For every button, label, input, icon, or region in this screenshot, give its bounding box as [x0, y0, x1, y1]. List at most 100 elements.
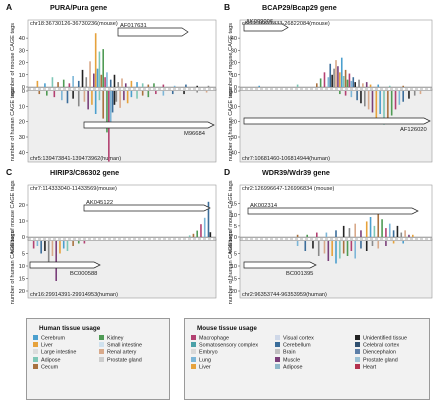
- mouse-bar: [173, 85, 176, 87]
- legend-swatch: [275, 335, 280, 340]
- mouse-bar: [316, 83, 318, 87]
- human-bar: [350, 241, 353, 251]
- mouse-bar: [340, 57, 343, 87]
- human-bar: [123, 91, 125, 101]
- panel-d: D WDR39/Wdr39 gene chr2:126996647-12699683…: [224, 167, 433, 305]
- mouse-bar: [207, 201, 210, 237]
- human-y-axis-label: number of human CAGE tags: [10, 231, 16, 305]
- human-y-axis-label: number of human CAGE tags: [228, 231, 234, 305]
- mouse-bar: [396, 225, 399, 237]
- legend-item: Adipose: [275, 363, 302, 372]
- mouse-legend: Mouse tissue usage Macrophage Somatosenso…: [184, 318, 430, 400]
- human-bar: [66, 91, 69, 104]
- mouse-bar: [402, 85, 404, 87]
- mouse-bar: [89, 61, 91, 87]
- mouse-bar: [316, 232, 318, 237]
- legend-swatch: [191, 363, 196, 369]
- human-bar: [371, 241, 374, 246]
- mouse-bar: [94, 33, 97, 87]
- human-bar: [413, 91, 416, 96]
- human-accession-label: BC001395: [286, 271, 313, 277]
- human-bar: [342, 241, 345, 254]
- mouse-bar: [196, 85, 198, 87]
- legend-label: Macrophage: [199, 335, 229, 342]
- human-bar: [398, 91, 401, 105]
- legend-item: Kidney: [99, 335, 123, 343]
- human-bar: [171, 91, 174, 95]
- mouse-bar: [392, 230, 395, 237]
- mouse-transcript-arrow: [83, 204, 211, 212]
- human-bar: [392, 241, 395, 244]
- human-bar: [38, 91, 41, 95]
- legend-swatch: [33, 335, 38, 340]
- human-bar: [77, 241, 80, 244]
- human-bar: [36, 241, 39, 246]
- mouse-bar: [81, 69, 84, 87]
- mouse-bar: [62, 79, 65, 87]
- mouse-bar: [121, 78, 123, 87]
- human-bar: [44, 241, 46, 251]
- human-bar: [375, 91, 378, 119]
- human-tick-label: 10: [231, 264, 237, 270]
- mouse-coordinate: chr12:26821833-26822084(mouse): [242, 21, 330, 27]
- human-tick-label: 20: [19, 289, 25, 295]
- mouse-y-axis-label: number of mouse CAGE tags: [10, 180, 16, 253]
- mouse-bar: [106, 72, 108, 87]
- human-bar: [47, 241, 50, 264]
- human-bar: [183, 91, 185, 95]
- human-bar: [385, 241, 387, 246]
- legend-label: Renal artery: [107, 349, 137, 356]
- mouse-bar: [85, 77, 88, 87]
- human-bar: [379, 91, 381, 114]
- panel-title: PURA/Pura gene: [50, 3, 107, 12]
- legend-item: Renal artery: [99, 349, 136, 357]
- mouse-bar: [130, 80, 133, 87]
- mouse-bar: [77, 80, 80, 87]
- legend-label: Embryo: [199, 349, 218, 356]
- mouse-bar: [365, 221, 368, 237]
- legend-label: Cerebellum: [283, 342, 311, 349]
- human-bar: [346, 241, 349, 256]
- legend-label: Unidentified tissue: [363, 335, 408, 342]
- human-bar: [59, 241, 61, 254]
- human-bar: [72, 241, 74, 246]
- mouse-bar: [98, 51, 101, 87]
- mouse-bar: [124, 83, 127, 87]
- mouse-coordinate: chr18:36730126-36730236(mouse): [30, 21, 118, 27]
- legend-swatch: [275, 363, 280, 369]
- mouse-bar: [404, 230, 406, 237]
- human-tick-label: 30: [231, 135, 237, 141]
- legend-label: Liver: [199, 364, 211, 371]
- genome-track: [27, 87, 217, 91]
- human-tick-label: 20: [19, 120, 25, 126]
- mouse-bar: [185, 84, 187, 87]
- human-bar: [111, 91, 114, 113]
- legend-label: Prostate gland: [363, 357, 398, 364]
- human-accession-label: M96684: [184, 131, 206, 137]
- human-bar: [98, 91, 101, 101]
- human-accession-label: AF126020: [400, 127, 427, 133]
- legend-label: Small intestine: [107, 342, 143, 349]
- mouse-bar: [319, 78, 322, 87]
- human-bar: [356, 91, 358, 101]
- mouse-bar: [385, 228, 387, 237]
- mouse-bar: [44, 83, 46, 87]
- human-tick-label: 5: [234, 252, 237, 258]
- legend-swatch: [33, 342, 38, 348]
- panel-title: HIRIP3/C86302 gene: [50, 168, 119, 177]
- human-bar: [51, 241, 54, 256]
- mouse-bar: [109, 79, 112, 87]
- human-bar: [115, 91, 118, 102]
- legend-label: Large intestine: [41, 349, 77, 356]
- human-transcript-arrow: [243, 117, 431, 125]
- human-bar: [408, 91, 410, 99]
- mouse-transcript-arrow: [243, 23, 289, 32]
- human-tick-label: 20: [231, 120, 237, 126]
- human-bar: [365, 241, 368, 251]
- mouse-bar: [68, 83, 71, 87]
- mouse-bar: [117, 82, 120, 87]
- human-bar: [32, 241, 35, 249]
- human-bar: [390, 91, 393, 116]
- mouse-bar: [346, 79, 349, 87]
